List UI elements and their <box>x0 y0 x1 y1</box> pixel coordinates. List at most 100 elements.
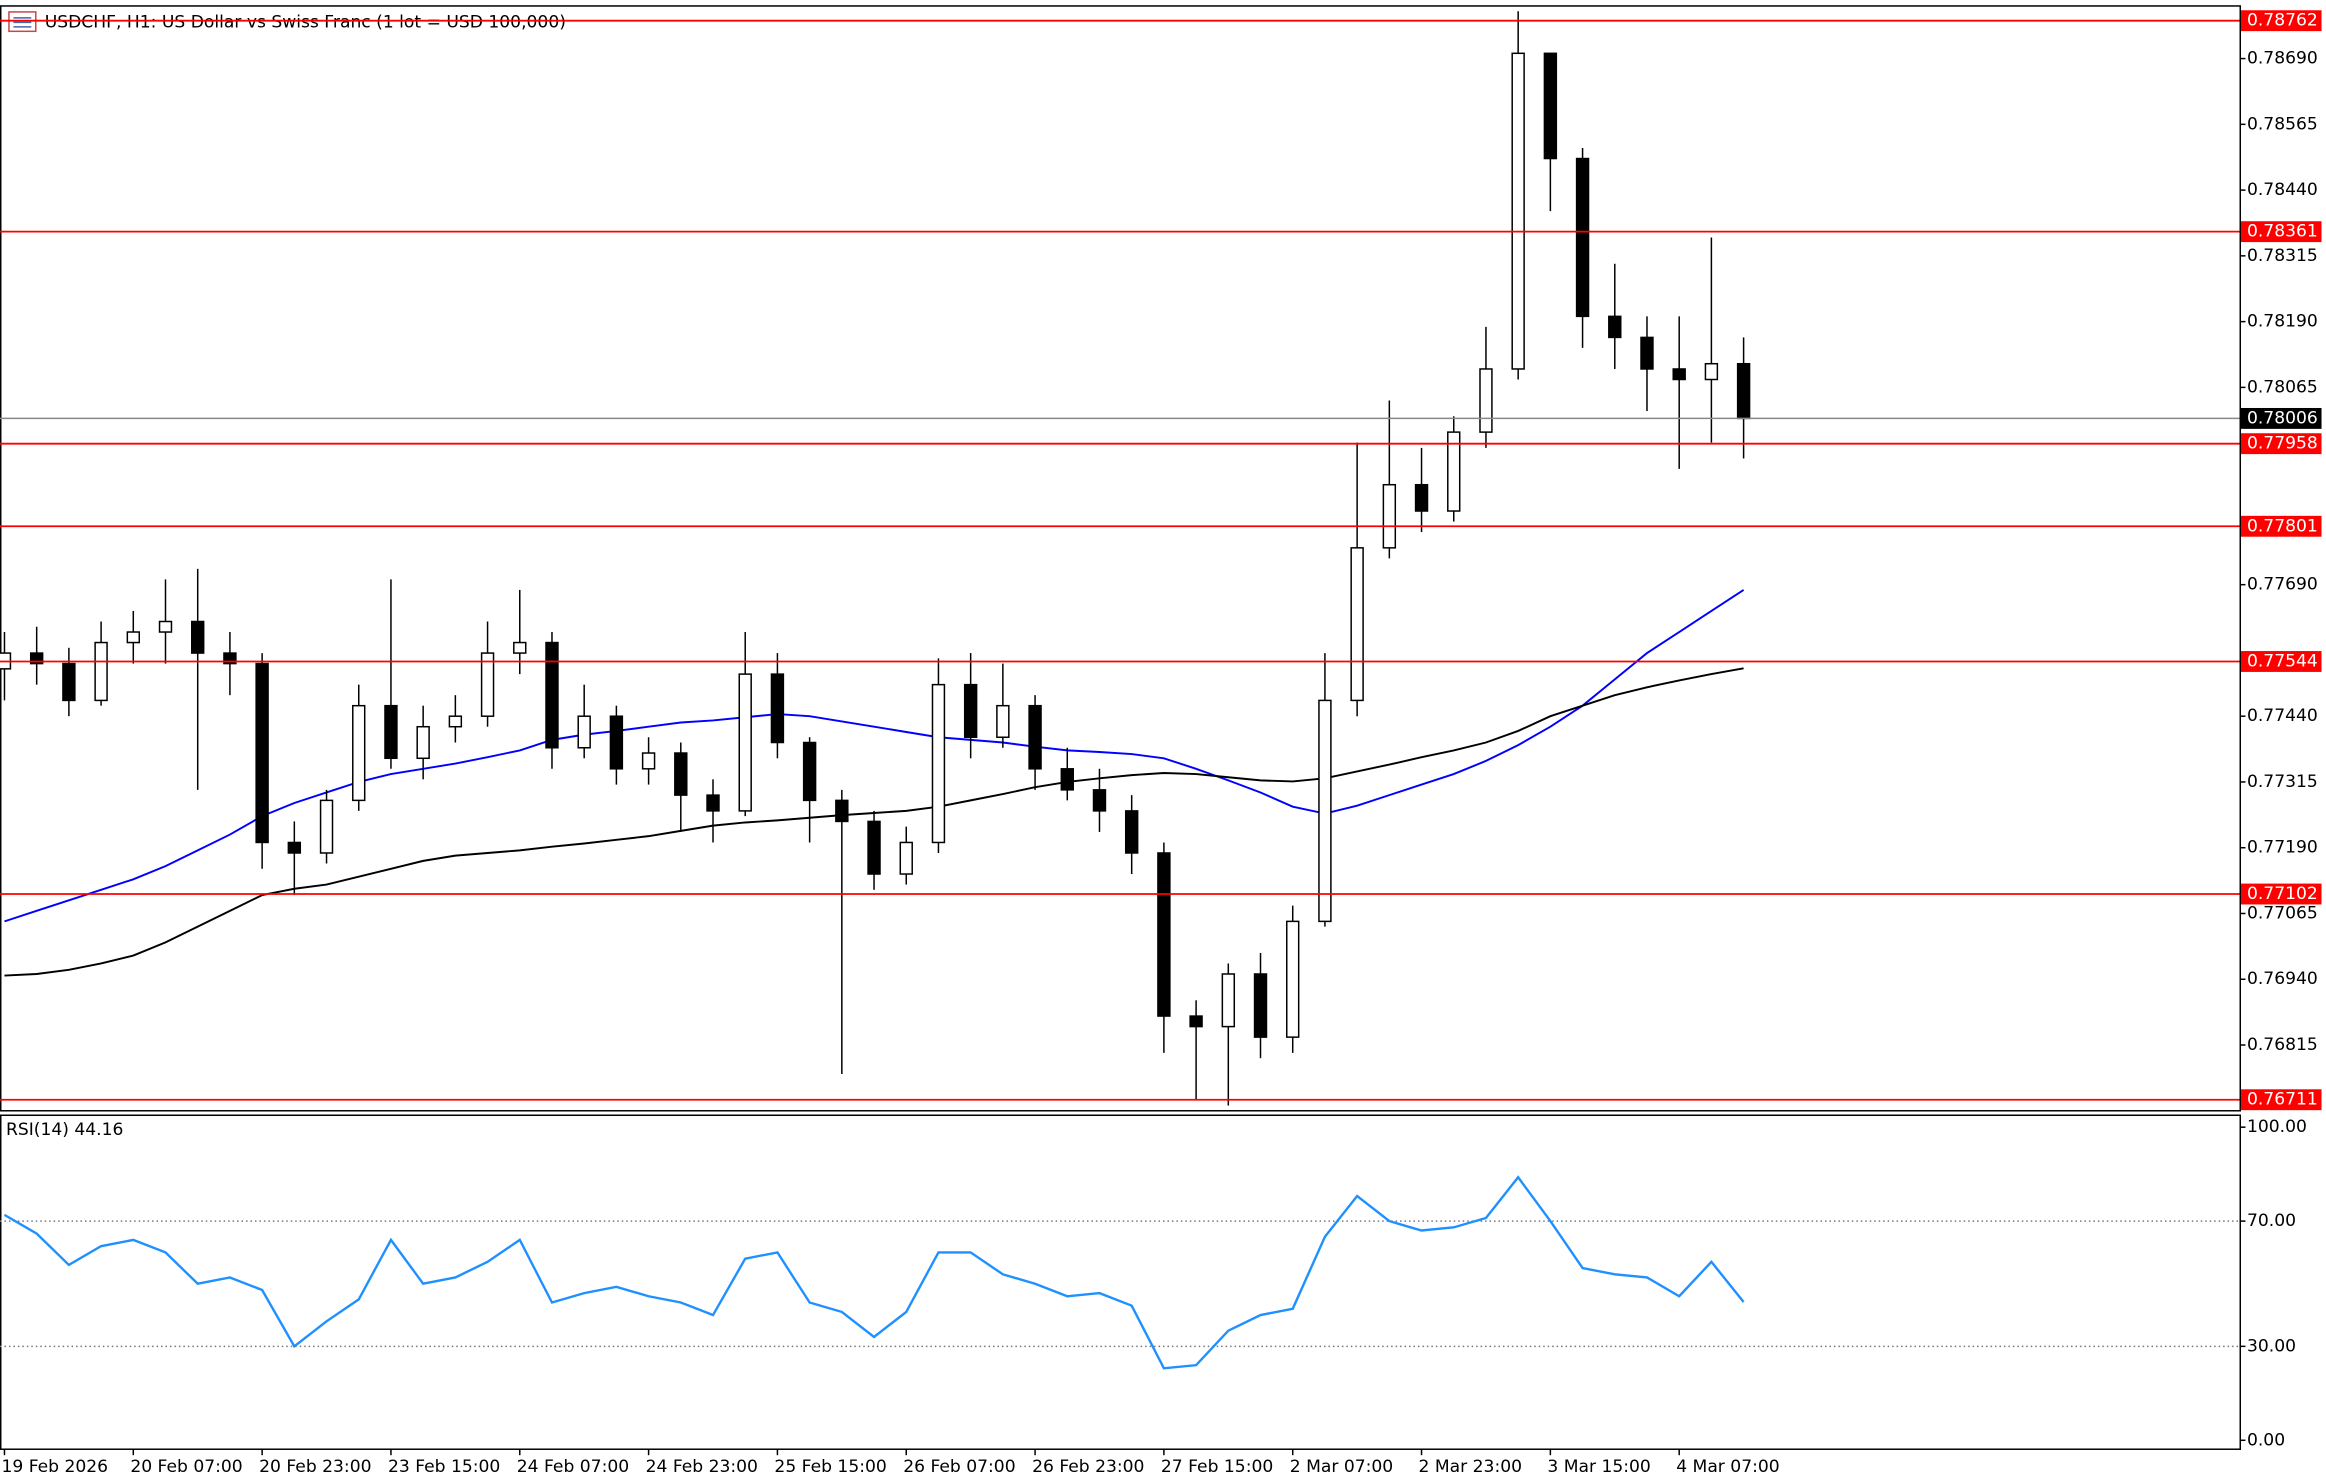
candle-body <box>191 620 205 654</box>
candle-body <box>1704 362 1719 381</box>
level-label: 0.77958 <box>2247 434 2318 454</box>
candle-body <box>255 662 269 844</box>
candle-body <box>1060 768 1074 791</box>
x-tick-label: 27 Feb 15:00 <box>1161 1457 1273 1477</box>
y-tick-label: 0.00 <box>2247 1430 2285 1450</box>
y-tick-label: 0.78440 <box>2247 180 2318 200</box>
x-tick-label: 4 Mar 07:00 <box>1676 1457 1779 1477</box>
level-label: 0.77801 <box>2247 516 2318 536</box>
candle-body <box>899 841 913 875</box>
level-tag <box>2241 221 2322 243</box>
candle-body <box>1286 920 1300 1038</box>
candle-body <box>931 683 946 844</box>
candle-body <box>94 641 108 702</box>
candle-body <box>416 725 430 760</box>
candle-body <box>1382 483 1397 549</box>
y-tick-label: 0.78065 <box>2247 377 2318 397</box>
candle-body <box>641 752 656 770</box>
last-price-tag <box>2241 407 2322 429</box>
candle-body <box>770 673 785 744</box>
x-tick-label: 25 Feb 15:00 <box>774 1457 886 1477</box>
x-tick-label: 20 Feb 23:00 <box>259 1457 371 1477</box>
x-tick-label: 23 Feb 15:00 <box>388 1457 500 1477</box>
x-tick-label: 19 Feb 2026 <box>1 1457 108 1477</box>
candle-body <box>1350 547 1364 702</box>
level-label: 0.77102 <box>2247 884 2318 904</box>
candle-body <box>126 631 141 644</box>
level-tag <box>2241 433 2322 455</box>
candle-body <box>223 652 237 665</box>
candle-body <box>319 799 334 854</box>
candle-body <box>1640 336 1654 370</box>
candle-body <box>1157 852 1171 1017</box>
candle-body <box>1575 157 1590 318</box>
level-label: 0.78762 <box>2247 11 2318 31</box>
candle-body <box>1092 789 1107 812</box>
candle-body <box>1543 52 1558 160</box>
candle-body <box>29 652 44 665</box>
candle-body <box>802 741 817 802</box>
candle-body <box>1511 52 1525 370</box>
x-tick-label: 2 Mar 07:00 <box>1290 1457 1393 1477</box>
y-tick-label: 30.00 <box>2247 1336 2296 1356</box>
x-tick-label: 24 Feb 07:00 <box>517 1457 629 1477</box>
candle-body <box>1253 973 1268 1038</box>
candle-body <box>1414 483 1429 512</box>
y-tick-label: 0.77065 <box>2247 903 2318 923</box>
candle-body <box>835 799 849 823</box>
x-tick-label: 26 Feb 23:00 <box>1032 1457 1144 1477</box>
candle-body <box>545 641 559 749</box>
main-pane <box>0 5 2242 1112</box>
candle-body <box>1736 362 1751 420</box>
x-tick-label: 3 Mar 15:00 <box>1547 1457 1650 1477</box>
y-tick-label: 0.78565 <box>2247 114 2318 134</box>
y-tick-label: 0.77315 <box>2247 772 2318 792</box>
level-tag <box>2241 1089 2322 1111</box>
candle-body <box>577 715 591 749</box>
chart-title: USDCHF, H1: US Dollar vs Swiss Franc (1 … <box>45 12 566 32</box>
candle-body <box>1189 1015 1203 1028</box>
candle-body <box>287 841 302 854</box>
level-tag <box>2241 883 2322 905</box>
symbol-icon <box>8 11 37 33</box>
y-tick-label: 70.00 <box>2247 1211 2296 1231</box>
x-tick-label: 20 Feb 07:00 <box>130 1457 242 1477</box>
candle-body <box>674 752 688 796</box>
last-price-label: 0.78006 <box>2247 408 2318 428</box>
candle-body <box>1447 431 1461 512</box>
candle-body <box>1028 704 1042 770</box>
candle-body <box>609 715 624 770</box>
candle-body <box>1479 368 1493 433</box>
y-tick-label: 0.78190 <box>2247 312 2318 332</box>
candle-body <box>448 715 463 728</box>
y-tick-label: 0.77690 <box>2247 575 2318 595</box>
candle-body <box>1124 810 1139 854</box>
candle-body <box>706 794 720 812</box>
candle-body <box>158 620 173 633</box>
candle-body <box>384 704 398 760</box>
x-tick-label: 24 Feb 23:00 <box>646 1457 758 1477</box>
rsi-pane <box>0 1114 2242 1450</box>
candle-body <box>352 704 366 802</box>
y-tick-label: 0.76815 <box>2247 1035 2318 1055</box>
candle-body <box>996 704 1010 738</box>
candle-body <box>738 673 752 812</box>
candle-body <box>62 662 76 702</box>
level-label: 0.76711 <box>2247 1090 2318 1110</box>
x-tick-label: 26 Feb 07:00 <box>903 1457 1015 1477</box>
candle-body <box>963 683 978 738</box>
candle-body <box>1672 368 1686 381</box>
level-tag <box>2241 651 2322 672</box>
candle-body <box>1318 699 1332 923</box>
level-label: 0.77544 <box>2247 651 2318 671</box>
x-tick-label: 2 Mar 23:00 <box>1419 1457 1522 1477</box>
candle-body <box>480 652 495 717</box>
y-tick-label: 100.00 <box>2247 1117 2307 1137</box>
y-tick-label: 0.76940 <box>2247 969 2318 989</box>
level-tag <box>2241 515 2322 537</box>
y-tick-label: 0.78690 <box>2247 49 2318 69</box>
candle-body <box>867 820 881 875</box>
rsi-title: RSI(14) 44.16 <box>6 1120 123 1140</box>
